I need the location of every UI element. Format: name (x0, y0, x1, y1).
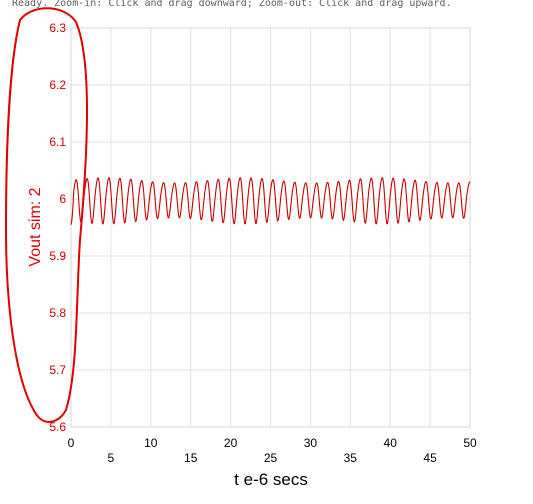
y-tick-label: 6.1 (49, 135, 66, 149)
y-tick-label: 6 (59, 192, 66, 206)
y-tick-label: 5.7 (49, 363, 66, 377)
annotation-ellipse (4, 7, 88, 423)
x-tick-label: 5 (108, 451, 115, 465)
plot-border (70, 27, 471, 428)
x-tick-labels: 0 10 20 30 40 50 5 15 25 35 45 (68, 436, 477, 465)
y-tick-label: 5.6 (49, 420, 66, 434)
x-tick-label: 20 (224, 436, 238, 450)
x-tick-label: 45 (423, 451, 437, 465)
y-tick-label: 6.3 (49, 21, 66, 35)
x-tick-label: 0 (68, 436, 75, 450)
grid-layer (70, 27, 471, 428)
y-axis-label: Vout sim: 2 (27, 187, 44, 266)
y-tick-label: 5.8 (49, 306, 66, 320)
series-layer (70, 177, 471, 225)
x-tick-label: 15 (184, 451, 198, 465)
x-tick-label: 35 (344, 451, 358, 465)
x-tick-label: 25 (264, 451, 278, 465)
series-line (70, 177, 471, 225)
status-bar: Ready. Zoom-in: Click and drag downward;… (12, 0, 452, 9)
x-tick-label: 40 (384, 436, 398, 450)
plot-frame (70, 27, 471, 428)
x-tick-label: 30 (304, 436, 318, 450)
x-tick-label: 50 (463, 436, 477, 450)
x-tick-label: 10 (144, 436, 158, 450)
y-tick-label: 6.2 (49, 78, 66, 92)
y-tick-label: 5.9 (49, 249, 66, 263)
x-axis-label: t e-6 secs (234, 470, 308, 489)
y-tick-labels: 6.3 6.2 6.1 6 5.9 5.8 5.7 5.6 (49, 21, 66, 434)
